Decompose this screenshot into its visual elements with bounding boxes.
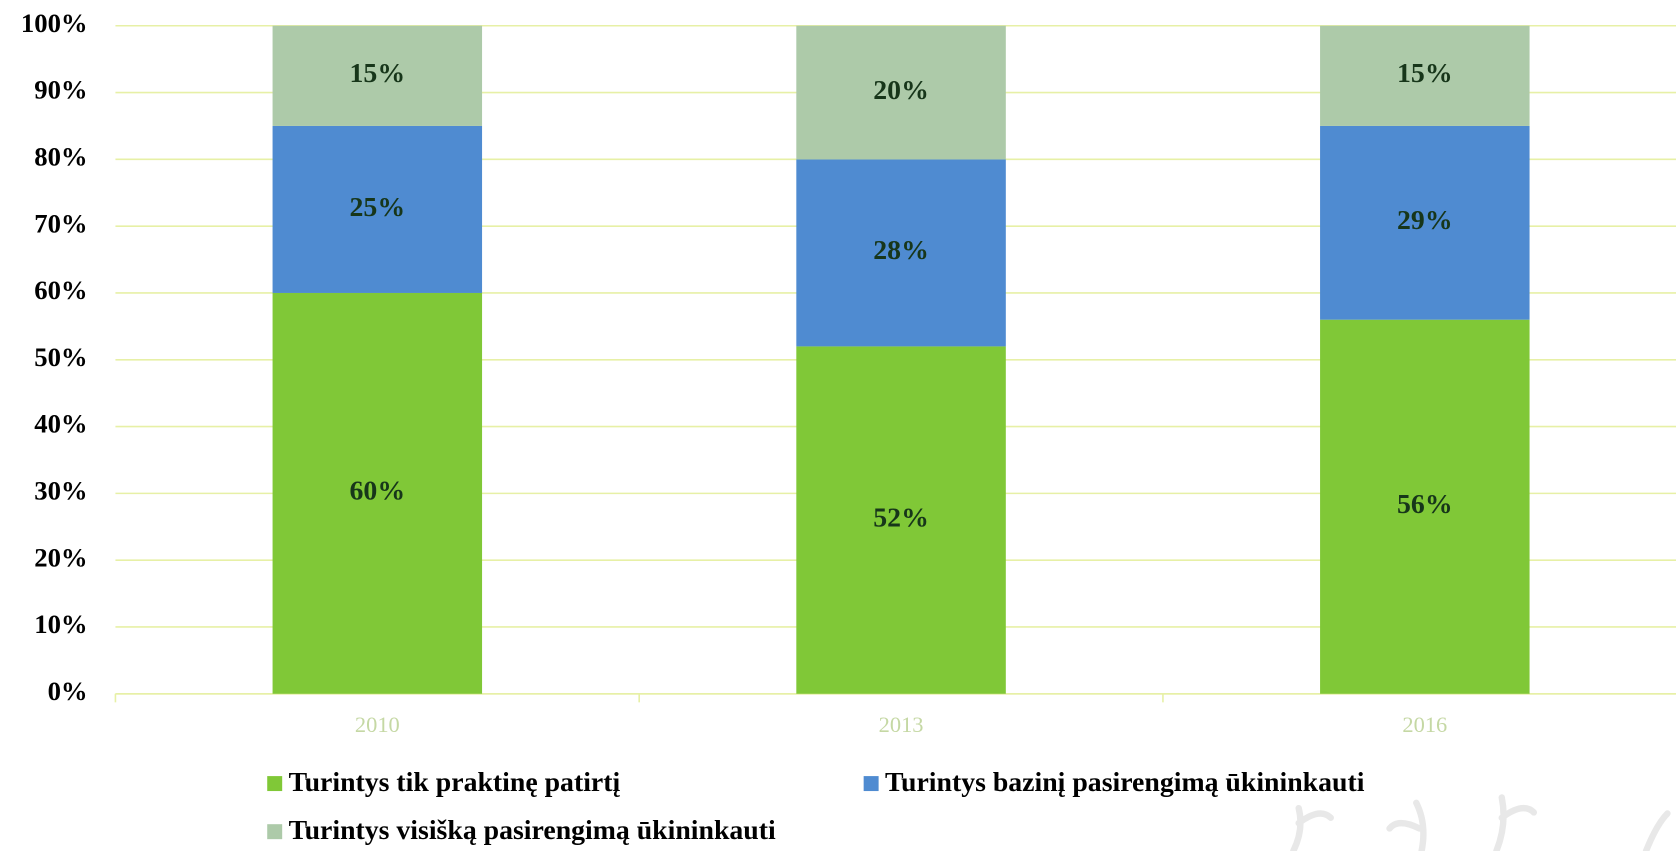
- legend-label: Turintys bazinį pasirengimą ūkininkauti: [885, 767, 1365, 798]
- y-tick-label: 70%: [34, 208, 87, 238]
- y-tick-label: 40%: [34, 409, 87, 439]
- value-label: 15%: [1397, 58, 1453, 89]
- value-label: 28%: [873, 235, 929, 266]
- legend-swatch: [267, 776, 282, 791]
- y-tick-label: 60%: [34, 275, 87, 305]
- y-tick-label: 50%: [34, 342, 87, 372]
- y-tick-label: 0%: [48, 676, 88, 706]
- value-label: 29%: [1397, 205, 1453, 236]
- value-label: 15%: [350, 58, 406, 89]
- legend-label: Turintys visišką pasirengimą ūkininkauti: [289, 815, 776, 846]
- legend-swatch: [267, 824, 282, 839]
- y-tick-label: 90%: [34, 75, 87, 105]
- x-tick-label: 2013: [879, 712, 924, 737]
- y-tick-label: 30%: [34, 475, 87, 505]
- y-tick-label: 10%: [34, 609, 87, 639]
- y-tick-label: 20%: [34, 542, 87, 572]
- y-tick-label: 80%: [34, 141, 87, 171]
- x-tick-label: 2010: [355, 712, 400, 737]
- decoration: [1293, 797, 1667, 850]
- value-label: 56%: [1397, 489, 1453, 520]
- value-label: 25%: [350, 192, 406, 223]
- x-tick-label: 2016: [1402, 712, 1447, 737]
- legend-label: Turintys tik praktinę patirtį: [289, 767, 621, 798]
- value-label: 60%: [350, 476, 406, 507]
- y-tick-label: 100%: [21, 8, 88, 38]
- chart: 0% 10% 20% 30% 40% 50% 60% 70% 80% 90% 100% 60% 25% 1…: [0, 0, 1676, 851]
- value-label: 52%: [873, 502, 929, 533]
- legend-swatch: [864, 776, 879, 791]
- value-label: 20%: [873, 75, 929, 106]
